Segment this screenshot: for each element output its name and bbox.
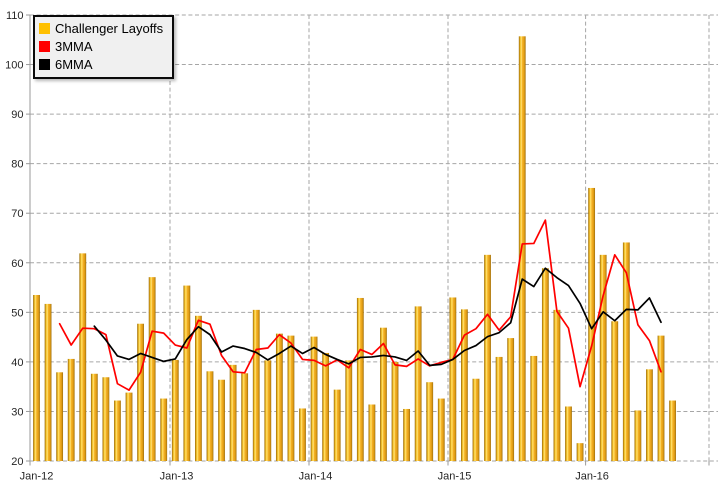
bar-Feb-13[interactable]	[183, 285, 191, 461]
legend[interactable]: Challenger Layoffs 3MMA 6MMA	[33, 15, 175, 79]
bar-Sep-15[interactable]	[541, 268, 549, 461]
bars-series	[33, 36, 676, 462]
y-tick-label: 30	[11, 406, 23, 418]
x-tick-label: Jan-15	[438, 471, 472, 483]
bar-Jan-14[interactable]	[310, 336, 318, 461]
bar-Aug-13[interactable]	[252, 309, 260, 461]
legend-label-3mma: 3MMA	[55, 39, 93, 54]
bar-Dec-13[interactable]	[299, 408, 306, 461]
bar-Jan-12[interactable]	[33, 294, 40, 461]
line-series	[58, 219, 662, 391]
bar-Jun-16[interactable]	[646, 369, 653, 461]
bar-Mar-15[interactable]	[472, 378, 480, 461]
bar-Aug-12[interactable]	[114, 400, 121, 461]
bar-Jun-13[interactable]	[229, 364, 237, 461]
bar-Feb-16[interactable]	[599, 254, 607, 461]
bar-Aug-14[interactable]	[391, 361, 399, 461]
legend-item-challenger-layoffs[interactable]: Challenger Layoffs	[39, 20, 163, 37]
x-tick-label: Jan-12	[20, 471, 54, 483]
bar-Nov-14[interactable]	[426, 382, 434, 461]
bar-Jan-13[interactable]	[171, 359, 179, 461]
bar-May-14[interactable]	[356, 297, 364, 461]
bar-Jun-15[interactable]	[507, 338, 515, 461]
bar-May-13[interactable]	[218, 379, 225, 461]
bar-Dec-15[interactable]	[576, 443, 584, 461]
y-tick-label: 20	[11, 456, 23, 468]
legend-label-challenger-layoffs: Challenger Layoffs	[55, 21, 164, 36]
bar-series-swatch	[39, 23, 50, 34]
line-series-3mma-swatch	[39, 41, 50, 52]
x-tick-label: Jan-13	[160, 471, 194, 483]
bar-Dec-12[interactable]	[160, 398, 168, 461]
bar-Jun-12[interactable]	[90, 373, 98, 461]
bar-Apr-15[interactable]	[484, 254, 491, 461]
legend-item-3mma[interactable]: 3MMA	[39, 38, 163, 55]
bar-Jul-14[interactable]	[380, 327, 387, 461]
x-tick-label: Jan-16	[575, 471, 609, 483]
bar-Mar-16[interactable]	[611, 321, 619, 461]
y-tick-label: 110	[6, 10, 24, 22]
bar-Nov-15[interactable]	[565, 406, 572, 461]
bar-Mar-12[interactable]	[56, 372, 64, 461]
bar-Oct-15[interactable]	[553, 309, 561, 461]
bar-Jul-12[interactable]	[102, 377, 110, 461]
bar-Nov-12[interactable]	[148, 277, 156, 461]
legend-label-6mma: 6MMA	[55, 57, 93, 72]
bar-Apr-13[interactable]	[206, 371, 214, 461]
y-tick-label: 70	[11, 208, 23, 220]
bar-Nov-13[interactable]	[287, 335, 295, 461]
bar-May-12[interactable]	[79, 253, 87, 461]
line-series-6mma-swatch	[39, 59, 50, 70]
bar-Oct-12[interactable]	[137, 323, 144, 461]
bar-Aug-15[interactable]	[530, 355, 538, 461]
bar-Oct-14[interactable]	[414, 306, 422, 461]
bar-Sep-12[interactable]	[125, 392, 133, 461]
bar-Sep-14[interactable]	[403, 408, 410, 461]
bar-Jun-14[interactable]	[368, 404, 376, 461]
bar-Aug-16[interactable]	[669, 400, 676, 461]
bar-Apr-14[interactable]	[345, 360, 353, 461]
bar-Jul-13[interactable]	[241, 373, 249, 461]
bar-Feb-14[interactable]	[322, 352, 330, 461]
y-tick-label: 60	[11, 258, 23, 270]
legend-item-6mma[interactable]: 6MMA	[39, 56, 163, 73]
bar-Oct-13[interactable]	[275, 333, 283, 461]
bar-Feb-15[interactable]	[461, 309, 468, 461]
y-tick-label: 80	[11, 159, 23, 171]
bar-Dec-14[interactable]	[437, 398, 445, 461]
axis-labels: 20 30 40 50 60 70 80 90 100 110 Jan-12 Jan-13 Jan-14…	[5, 10, 609, 483]
axes	[26, 14, 710, 466]
bar-Apr-12[interactable]	[67, 358, 75, 461]
bar-Jan-16[interactable]	[588, 187, 596, 461]
y-tick-label: 50	[11, 307, 23, 319]
bar-Mar-13[interactable]	[195, 315, 202, 461]
y-tick-label: 90	[11, 109, 23, 121]
bar-May-16[interactable]	[634, 410, 642, 461]
bar-May-15[interactable]	[495, 356, 503, 461]
y-tick-label: 100	[5, 60, 23, 72]
line-6mma[interactable]	[93, 267, 662, 367]
x-tick-label: Jan-14	[299, 471, 333, 483]
bar-Sep-13[interactable]	[264, 360, 272, 461]
bar-Feb-12[interactable]	[44, 303, 52, 461]
y-tick-label: 40	[11, 357, 23, 369]
line-3mma[interactable]	[58, 219, 662, 391]
bar-Apr-16[interactable]	[622, 242, 630, 461]
bar-Jan-15[interactable]	[449, 297, 457, 461]
bar-Mar-14[interactable]	[333, 389, 341, 461]
bar-Jul-16[interactable]	[657, 335, 665, 461]
